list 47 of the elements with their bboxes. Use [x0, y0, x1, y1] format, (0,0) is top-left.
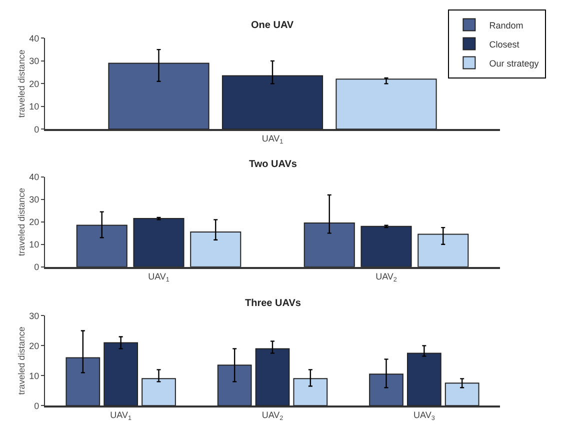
bar	[66, 357, 100, 406]
y-tick-label: 20	[29, 340, 40, 351]
bar	[222, 75, 324, 130]
chart-title: Three UAVs	[245, 298, 302, 309]
x-tick-label: UAV$_{1}$	[262, 134, 284, 146]
y-tick-label: 10	[29, 102, 40, 112]
y-tick-label: 0	[34, 124, 40, 134]
bar	[217, 364, 252, 406]
y-tick-label: 20	[29, 78, 40, 89]
y-axis-title: traveled distance	[16, 326, 27, 395]
bar	[255, 348, 290, 406]
y-tick-label: 20	[29, 217, 40, 228]
y-tick-label: 10	[29, 240, 40, 250]
bar	[444, 382, 480, 406]
bar	[406, 352, 442, 406]
bar	[104, 342, 138, 406]
bar	[336, 78, 437, 130]
bar	[142, 378, 176, 406]
y-tick-label: 30	[29, 194, 40, 205]
chart-title: Two UAVs	[249, 159, 298, 170]
legend-label: Random	[489, 20, 524, 30]
y-axis-title: traveled distance	[16, 50, 27, 118]
bar	[76, 224, 128, 267]
bar	[418, 234, 469, 267]
legend-label: Closest	[489, 39, 520, 50]
x-tick-label: UAV$_{2}$	[262, 410, 284, 422]
y-tick-label: 30	[29, 56, 40, 66]
legend-label: Our strategy	[489, 58, 540, 68]
y-axis-title: traveled distance	[16, 188, 27, 256]
x-tick-label: UAV$_{1}$	[148, 271, 170, 284]
bar	[304, 222, 355, 267]
bar	[190, 232, 242, 267]
chart-title: One UAV	[251, 20, 294, 31]
y-tick-label: 0	[34, 262, 40, 272]
bar	[360, 226, 412, 267]
y-tick-label: 40	[29, 33, 40, 44]
y-tick-label: 0	[34, 400, 40, 411]
x-tick-label: UAV$_{1}$	[110, 410, 132, 422]
bar	[369, 374, 404, 406]
y-tick-label: 30	[29, 310, 40, 321]
bar	[108, 62, 210, 130]
x-tick-label: UAV$_{2}$	[376, 271, 398, 284]
bar	[293, 378, 328, 406]
x-tick-label: UAV$_{3}$	[413, 410, 436, 422]
y-tick-label: 10	[29, 370, 40, 381]
y-tick-label: 40	[29, 172, 40, 182]
bar	[133, 218, 184, 267]
